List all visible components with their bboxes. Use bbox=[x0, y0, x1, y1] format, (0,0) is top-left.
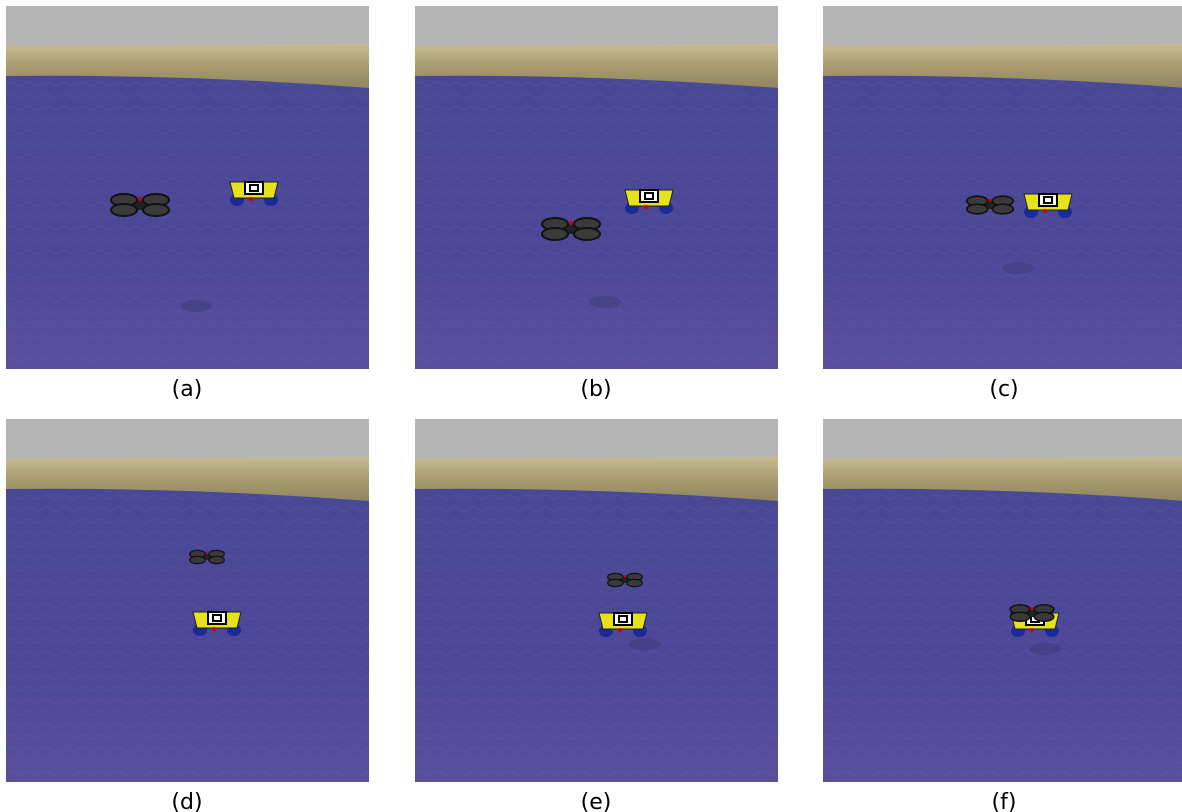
shadow bbox=[180, 300, 212, 312]
rotor bbox=[574, 228, 600, 240]
drone-led bbox=[569, 221, 573, 225]
panel-caption: (c) bbox=[989, 377, 1018, 402]
page: (a)(b)(c)(d)(e)(f) (() => { const data =… bbox=[0, 0, 1182, 812]
boat-led bbox=[1043, 209, 1047, 213]
rotor bbox=[111, 204, 137, 216]
water-texture bbox=[415, 489, 778, 782]
boat-led bbox=[212, 627, 216, 631]
water-texture bbox=[6, 76, 369, 369]
drone-led bbox=[206, 552, 208, 554]
marker bbox=[208, 612, 226, 624]
drone-led bbox=[1031, 607, 1034, 610]
water-texture bbox=[823, 76, 1182, 369]
drone-led bbox=[624, 575, 626, 577]
shadow bbox=[629, 638, 661, 650]
marker bbox=[1039, 194, 1057, 206]
marker bbox=[640, 190, 658, 202]
panel-caption: (a) bbox=[172, 377, 203, 402]
rotor bbox=[608, 579, 624, 586]
panel-caption: (f) bbox=[992, 790, 1017, 812]
sim-panel bbox=[823, 419, 1182, 782]
rotor bbox=[1034, 612, 1054, 621]
rotor bbox=[190, 556, 206, 563]
rotor bbox=[143, 204, 169, 216]
shadow bbox=[589, 296, 621, 308]
water-texture bbox=[6, 489, 369, 782]
sim-panel bbox=[6, 419, 369, 782]
panel-caption: (b) bbox=[580, 377, 611, 402]
rotor bbox=[1010, 612, 1030, 621]
rotor bbox=[542, 228, 568, 240]
rotor bbox=[992, 204, 1013, 214]
marker bbox=[614, 613, 632, 625]
rotor bbox=[967, 204, 988, 214]
drone-led bbox=[988, 199, 991, 202]
sim-panel bbox=[823, 6, 1182, 369]
water-texture bbox=[823, 489, 1182, 782]
shadow bbox=[1029, 643, 1061, 655]
sim-panel bbox=[415, 419, 778, 782]
boat-led bbox=[618, 628, 622, 632]
figure: (a) (b) (c) (d) (e) (f) bbox=[0, 0, 1182, 812]
panel-caption: (d) bbox=[171, 790, 202, 812]
boat-led bbox=[1030, 628, 1034, 632]
sim-panel bbox=[6, 6, 369, 369]
drone-led bbox=[138, 197, 142, 201]
boat-led bbox=[249, 197, 253, 201]
shadow bbox=[1002, 262, 1034, 274]
panel-caption: (e) bbox=[581, 790, 612, 812]
rotor bbox=[627, 579, 643, 586]
rotor bbox=[209, 556, 225, 563]
boat-led bbox=[644, 205, 648, 209]
marker bbox=[245, 182, 263, 194]
sim-panel bbox=[415, 6, 778, 369]
